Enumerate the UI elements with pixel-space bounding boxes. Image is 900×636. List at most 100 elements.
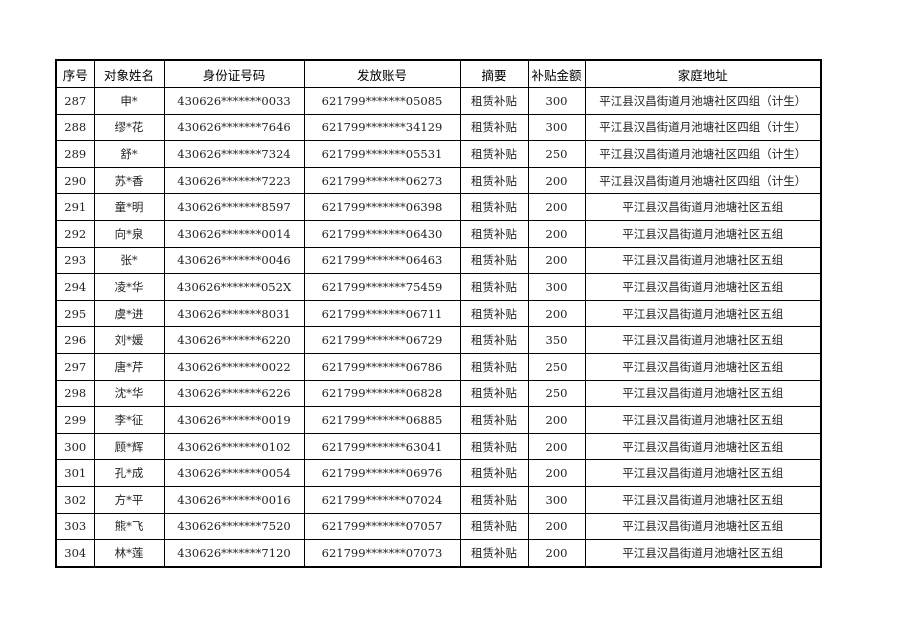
cell-summary: 租赁补贴 (459, 406, 529, 434)
cell-id-number: 430626*******7223 (163, 166, 305, 195)
table-header-row: 序号 对象姓名 身份证号码 发放账号 摘要 补贴金额 家庭地址 (55, 59, 822, 88)
cell-summary: 租赁补贴 (459, 299, 529, 328)
cell-name: 申* (93, 87, 165, 115)
column-header-account-number: 发放账号 (303, 59, 461, 88)
cell-amount: 200 (527, 166, 586, 195)
cell-summary: 租赁补贴 (459, 140, 529, 168)
cell-id-number: 430626*******7324 (163, 140, 305, 168)
cell-amount: 350 (527, 326, 586, 354)
cell-index: 288 (55, 113, 95, 142)
cell-summary: 租赁补贴 (459, 219, 529, 248)
cell-id-number: 430626*******0016 (163, 485, 305, 514)
cell-id-number: 430626*******8597 (163, 193, 305, 221)
cell-name: 童*明 (93, 193, 165, 221)
cell-address: 平江县汉昌街道月池塘社区五组 (584, 326, 822, 354)
cell-index: 298 (55, 379, 95, 408)
cell-name: 刘*媛 (93, 326, 165, 354)
cell-amount: 200 (527, 246, 586, 275)
table-row: 294 凌*华 430626*******052X 621799*******7545… (55, 273, 822, 301)
cell-summary: 租赁补贴 (459, 113, 529, 142)
cell-index: 301 (55, 459, 95, 487)
cell-summary: 租赁补贴 (459, 459, 529, 487)
cell-address: 平江县汉昌街道月池塘社区四组（计生） (584, 113, 822, 142)
cell-summary: 租赁补贴 (459, 432, 529, 461)
table-row: 298 沈*华 430626*******6226 621799*******0682… (55, 379, 822, 408)
cell-address: 平江县汉昌街道月池塘社区五组 (584, 352, 822, 381)
cell-account-number: 621799*******06885 (303, 406, 461, 434)
column-header-amount: 补贴金额 (527, 59, 586, 88)
cell-amount: 300 (527, 87, 586, 115)
cell-index: 289 (55, 140, 95, 168)
cell-amount: 200 (527, 299, 586, 328)
table-row: 291 童*明 430626*******8597 621799*******0639… (55, 193, 822, 221)
cell-address: 平江县汉昌街道月池塘社区五组 (584, 512, 822, 541)
table-row: 304 林*莲 430626*******7120 621799*******0707… (55, 539, 822, 568)
table-row: 302 方*平 430626*******0016 621799*******0702… (55, 485, 822, 514)
cell-name: 苏*香 (93, 166, 165, 195)
cell-amount: 250 (527, 352, 586, 381)
cell-name: 沈*华 (93, 379, 165, 408)
cell-id-number: 430626*******052X (163, 273, 305, 301)
cell-account-number: 621799*******05085 (303, 87, 461, 115)
cell-summary: 租赁补贴 (459, 379, 529, 408)
table-row: 292 向*泉 430626*******0014 621799*******0643… (55, 219, 822, 248)
cell-id-number: 430626*******0022 (163, 352, 305, 381)
cell-address: 平江县汉昌街道月池塘社区五组 (584, 459, 822, 487)
cell-address: 平江县汉昌街道月池塘社区五组 (584, 485, 822, 514)
cell-name: 凌*华 (93, 273, 165, 301)
cell-amount: 250 (527, 140, 586, 168)
cell-address: 平江县汉昌街道月池塘社区五组 (584, 406, 822, 434)
cell-address: 平江县汉昌街道月池塘社区五组 (584, 273, 822, 301)
cell-name: 张* (93, 246, 165, 275)
cell-index: 303 (55, 512, 95, 541)
table-row: 288 缪*花 430626*******7646 621799*******3412… (55, 113, 822, 142)
cell-address: 平江县汉昌街道月池塘社区四组（计生） (584, 140, 822, 168)
cell-summary: 租赁补贴 (459, 273, 529, 301)
cell-name: 李*征 (93, 406, 165, 434)
cell-index: 290 (55, 166, 95, 195)
cell-account-number: 621799*******34129 (303, 113, 461, 142)
column-header-id-number: 身份证号码 (163, 59, 305, 88)
cell-name: 向*泉 (93, 219, 165, 248)
cell-index: 292 (55, 219, 95, 248)
cell-account-number: 621799*******63041 (303, 432, 461, 461)
cell-index: 291 (55, 193, 95, 221)
cell-name: 虞*进 (93, 299, 165, 328)
table-row: 295 虞*进 430626*******8031 621799*******0671… (55, 299, 822, 328)
cell-amount: 300 (527, 113, 586, 142)
cell-amount: 200 (527, 219, 586, 248)
cell-amount: 200 (527, 406, 586, 434)
cell-id-number: 430626*******7646 (163, 113, 305, 142)
cell-account-number: 621799*******06729 (303, 326, 461, 354)
cell-index: 299 (55, 406, 95, 434)
cell-address: 平江县汉昌街道月池塘社区五组 (584, 379, 822, 408)
column-header-index: 序号 (55, 59, 95, 88)
cell-account-number: 621799*******06398 (303, 193, 461, 221)
cell-amount: 250 (527, 379, 586, 408)
table-row: 287 申* 430626*******0033 621799*******05085… (55, 87, 822, 115)
cell-name: 唐*芹 (93, 352, 165, 381)
cell-amount: 200 (527, 512, 586, 541)
cell-id-number: 430626*******6226 (163, 379, 305, 408)
cell-address: 平江县汉昌街道月池塘社区五组 (584, 299, 822, 328)
cell-index: 293 (55, 246, 95, 275)
cell-summary: 租赁补贴 (459, 193, 529, 221)
column-header-address: 家庭地址 (584, 59, 822, 88)
column-header-summary: 摘要 (459, 59, 529, 88)
cell-amount: 200 (527, 459, 586, 487)
cell-address: 平江县汉昌街道月池塘社区五组 (584, 193, 822, 221)
cell-account-number: 621799*******06786 (303, 352, 461, 381)
cell-amount: 300 (527, 485, 586, 514)
cell-account-number: 621799*******05531 (303, 140, 461, 168)
cell-index: 295 (55, 299, 95, 328)
cell-account-number: 621799*******06828 (303, 379, 461, 408)
cell-id-number: 430626*******0054 (163, 459, 305, 487)
cell-name: 舒* (93, 140, 165, 168)
cell-amount: 200 (527, 432, 586, 461)
cell-address: 平江县汉昌街道月池塘社区四组（计生） (584, 87, 822, 115)
column-header-name: 对象姓名 (93, 59, 165, 88)
cell-id-number: 430626*******0046 (163, 246, 305, 275)
cell-summary: 租赁补贴 (459, 166, 529, 195)
table-row: 301 孔*成 430626*******0054 621799*******0697… (55, 459, 822, 487)
cell-id-number: 430626*******0102 (163, 432, 305, 461)
